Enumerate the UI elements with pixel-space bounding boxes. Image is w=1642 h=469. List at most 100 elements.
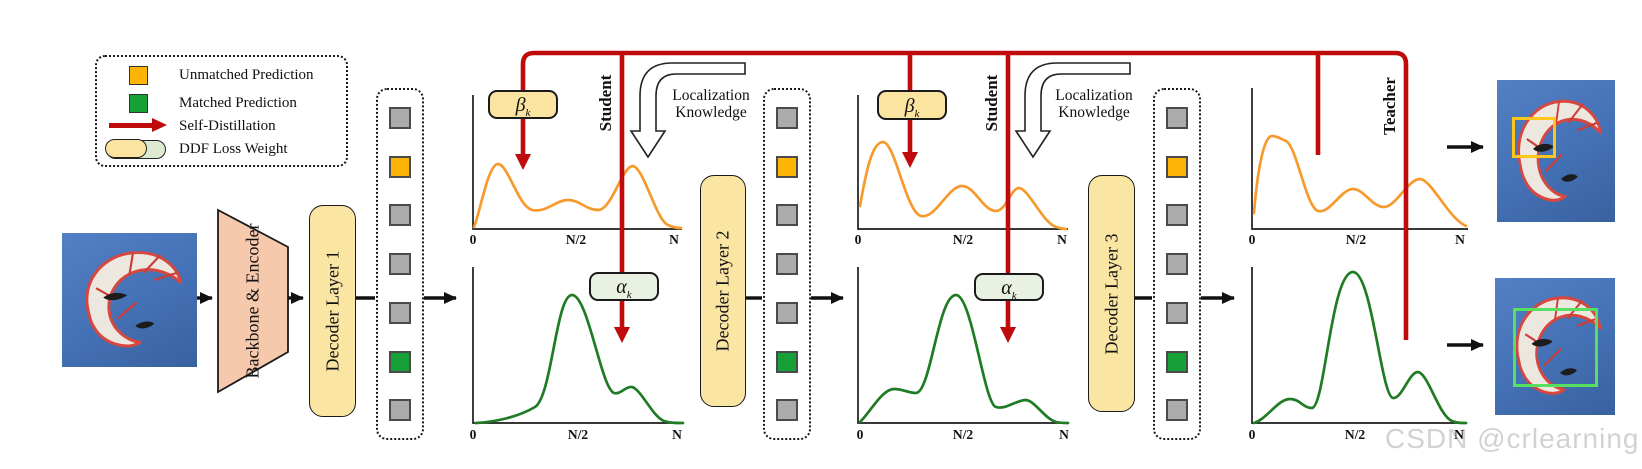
query-token-green [389,351,411,373]
beta-subscript: k [914,108,920,120]
unmatched-curve-layer2 [858,140,1068,231]
matched-curve-layer2 [858,293,1070,425]
student-label-2: Student [982,74,1001,132]
decoder-layer-2-label: Decoder Layer 2 [712,230,733,352]
alpha-subscript: k [626,289,632,301]
localization-knowledge-label-2: Localization Knowledge [1055,87,1133,121]
plot3-unmatched-tick-0: 0 [1248,232,1256,247]
plot3-matched-tick-end: N [1454,427,1464,442]
beta-weight-box-2: βk [877,90,947,120]
localization-arrow-1 [629,62,746,159]
legend-label-self-distillation: Self-Distillation [179,118,276,134]
legend-label-unmatched: Unmatched Prediction [179,67,314,83]
beta-weight-box-1: βk [488,90,558,119]
plot3-matched-tick-mid: N/2 [1344,427,1366,442]
query-token-gray [1166,399,1188,421]
arrowhead-beta-2 [902,152,918,168]
plot1-matched-axis [472,267,683,424]
unmatched-output-image [1497,80,1615,222]
query-column-3 [1153,88,1201,440]
plot1-unmatched-axis [472,95,682,230]
unmatched-curve-layer1 [472,162,683,230]
query-column-1 [376,88,424,440]
self-distillation-arrow-icon [109,123,154,128]
query-token-gray [776,253,798,275]
query-token-orange [1166,156,1188,178]
query-token-gray [389,253,411,275]
decoder-layer-1-label: Decoder Layer 1 [322,250,342,372]
plot2-matched-axis [857,267,1068,424]
plot3-unmatched-tick-end: N [1455,232,1465,247]
plot1-unmatched-tick-0: 0 [469,232,477,247]
query-token-gray [776,302,798,324]
arrowhead-alpha-1 [614,327,630,343]
unmatched-prediction-bbox [1512,117,1556,158]
plot3-unmatched-tick-mid: N/2 [1345,232,1367,247]
backbone-encoder-shape [217,208,289,394]
query-token-gray [776,399,798,421]
plot1-matched-tick-0: 0 [469,427,477,442]
query-token-gray [389,399,411,421]
plot2-unmatched-axis [857,95,1068,230]
decoder-layer-3-label: Decoder Layer 3 [1101,233,1121,354]
plot1-unmatched-tick-end: N [669,232,679,247]
query-token-green [1166,351,1188,373]
localization-knowledge-label-1: Localization Knowledge [672,87,750,121]
legend: Unmatched Prediction Matched Prediction … [95,55,348,167]
alpha-symbol: α [1001,277,1012,299]
matched-prediction-bbox [1513,308,1598,387]
watermark: CSDN @crlearning [1385,423,1640,454]
alpha-subscript: k [1011,290,1017,302]
query-column-2 [763,88,811,440]
self-distillation-trunk [520,50,1409,340]
plot2-unmatched-tick-mid: N/2 [952,232,974,247]
kite-illustration [85,251,183,348]
kite-illustration [1516,296,1602,395]
beta-subscript: k [525,107,531,119]
kite-illustration [1517,99,1602,202]
plot1-matched-tick-end: N [672,427,682,442]
plot2-matched-tick-0: 0 [856,427,864,442]
self-distillation-arrowheads [515,152,1016,343]
beta-symbol: β [515,94,526,116]
arrowhead-beta-1 [515,154,531,170]
unmatched-swatch-icon [129,66,148,85]
query-token-gray [1166,107,1188,129]
query-token-gray [1166,302,1188,324]
plot-axes [472,88,1468,424]
matched-swatch-icon [129,94,148,113]
query-token-gray [1166,204,1188,226]
unmatched-curves [472,134,1468,231]
query-token-gray [776,204,798,226]
beta-symbol: β [904,95,915,117]
decoder-layer-3: Decoder Layer 3 [1088,175,1135,412]
matched-curves [474,270,1468,425]
decoder-layer-1: Decoder Layer 1 [309,205,356,417]
matched-output-image [1495,278,1615,415]
plot3-unmatched-axis [1251,88,1468,230]
plot2-unmatched-tick-0: 0 [854,232,862,247]
matched-curve-layer3 [1252,270,1468,425]
input-image [62,233,197,367]
alpha-symbol: α [616,276,627,298]
plot2-matched-tick-end: N [1059,427,1069,442]
flow-arrows [197,141,1484,351]
query-token-gray [389,302,411,324]
alpha-weight-box-1: αk [589,272,659,301]
plot2-unmatched-tick-end: N [1057,232,1067,247]
ddf-pill-yellow-part [105,139,148,159]
localization-arrow-2 [1014,62,1131,159]
student-label-1: Student [596,74,615,132]
legend-label-matched: Matched Prediction [179,95,297,111]
plot3-matched-tick-0: 0 [1248,427,1256,442]
backbone-encoder-label: Backbone & Encoder [242,223,263,379]
alpha-weight-box-2: αk [974,273,1044,302]
plot2-matched-tick-mid: N/2 [952,427,974,442]
query-token-orange [776,156,798,178]
self-distillation-arrowhead-icon [152,118,167,132]
matched-curve-layer1 [474,293,685,425]
query-token-green [776,351,798,373]
teacher-label: Teacher [1380,77,1399,135]
